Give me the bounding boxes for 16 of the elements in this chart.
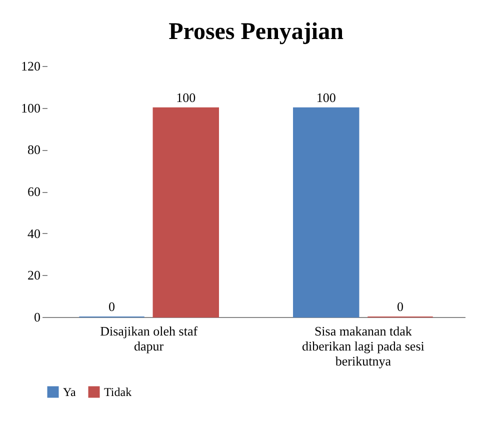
y-tick-label: 0 — [34, 310, 40, 324]
legend-label: Ya — [63, 385, 76, 399]
y-tick-label: 100 — [21, 100, 40, 116]
y-tick-label: 40 — [28, 226, 40, 241]
y-tick-label: 60 — [28, 184, 40, 199]
x-tick-label: Disajikan oleh staf dapur — [100, 324, 198, 354]
y-tick-label: 80 — [28, 142, 40, 158]
data-label: 0 — [396, 299, 404, 314]
y-tick-label: 20 — [28, 268, 40, 283]
y-tick-label: 120 — [21, 58, 40, 74]
data-label: 0 — [108, 299, 116, 314]
data-label: 100 — [316, 90, 336, 105]
chart-title: Proses Penyajian — [168, 19, 344, 45]
legend-label: Tidak — [104, 385, 132, 399]
data-label: 100 — [176, 90, 196, 105]
x-tick-label: Sisa makanan tdak diberikan lagi pada sesi berikutnya — [302, 324, 425, 368]
